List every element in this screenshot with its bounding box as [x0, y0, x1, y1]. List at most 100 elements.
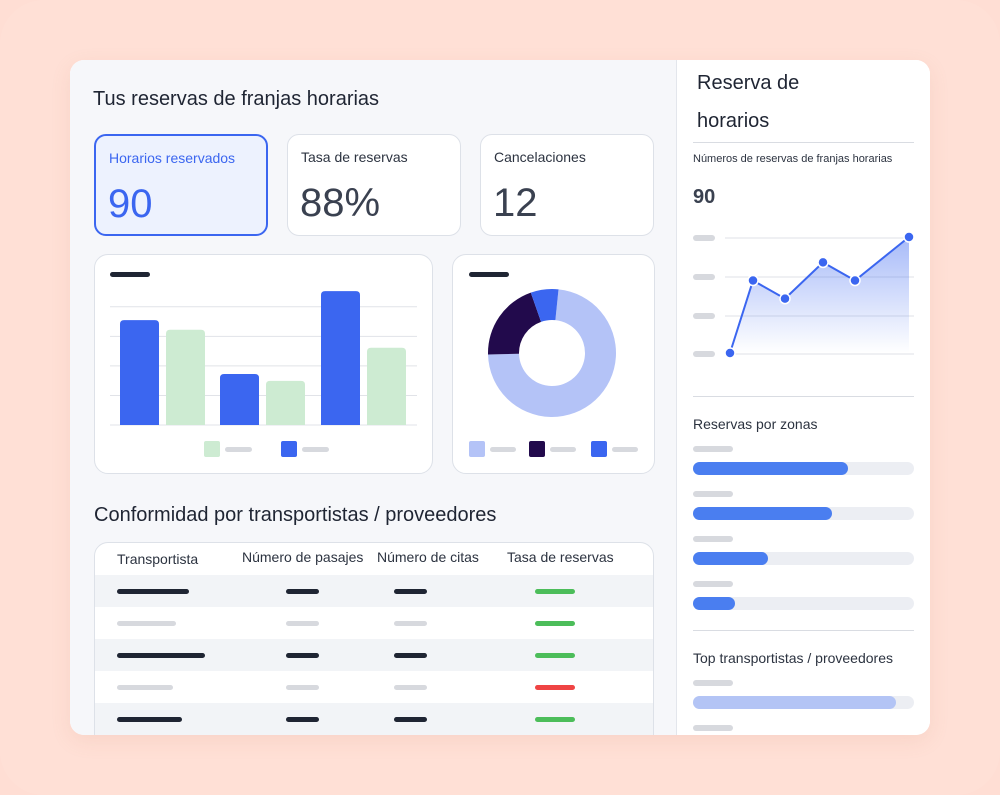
line-chart-label: Números de reservas de franjas horarias — [693, 153, 893, 165]
table-title: Conformidad por transportistas / proveed… — [94, 504, 497, 526]
zone-progress-fill — [693, 552, 769, 565]
axis-tick-placeholder — [693, 351, 715, 357]
kpi-label: Cancelaciones — [494, 149, 586, 165]
bar[interactable] — [166, 329, 205, 425]
line-point[interactable] — [849, 274, 861, 287]
line-series — [729, 236, 910, 354]
zone-progress-track — [693, 462, 914, 475]
table-row[interactable] — [95, 703, 653, 735]
zone-label-placeholder — [693, 491, 733, 497]
top-carrier-progress-track — [693, 696, 914, 709]
col-header-appointments: Número de citas — [377, 549, 479, 565]
kpi-value: 90 — [108, 182, 153, 226]
legend-swatch-green — [204, 441, 220, 457]
bar[interactable] — [120, 320, 159, 425]
col-header-rate: Tasa de reservas — [507, 549, 614, 565]
divider — [693, 142, 914, 143]
side-panel: Reserva de horarios Números de reservas … — [677, 60, 930, 735]
cell-placeholder — [394, 653, 427, 658]
line-point[interactable] — [747, 274, 759, 287]
status-bar — [535, 717, 575, 722]
donut-chart — [469, 289, 638, 457]
side-title-line2: horarios — [697, 110, 770, 132]
zone-label-placeholder — [693, 581, 733, 587]
zone-progress-fill — [693, 462, 848, 475]
legend-swatch-blue — [591, 441, 607, 457]
table-row[interactable] — [95, 639, 653, 671]
main-panel: Tus reservas de franjas horarias Horario… — [70, 60, 677, 735]
zones-title: Reservas por zonas — [693, 416, 818, 432]
cell-placeholder — [117, 653, 205, 658]
cell-placeholder — [117, 621, 176, 626]
table-row[interactable] — [95, 607, 653, 639]
cell-placeholder — [117, 717, 182, 722]
cell-placeholder — [394, 717, 427, 722]
legend-label-placeholder — [612, 447, 638, 452]
divider — [693, 396, 914, 397]
kpi-value: 12 — [493, 181, 538, 225]
line-point[interactable] — [903, 231, 915, 243]
kpi-card-reserved[interactable]: Horarios reservados 90 — [94, 134, 268, 236]
status-bar — [535, 685, 575, 690]
line-point[interactable] — [817, 256, 829, 269]
cell-placeholder — [117, 589, 189, 594]
status-bar — [535, 589, 575, 594]
legend-label-placeholder — [225, 447, 252, 452]
legend-label-placeholder — [302, 447, 329, 452]
cell-placeholder — [286, 717, 319, 722]
top-carrier-label-placeholder — [693, 680, 733, 686]
top-carrier-label-placeholder — [693, 725, 733, 731]
cell-placeholder — [394, 621, 427, 626]
chart-title-placeholder — [469, 272, 509, 277]
carriers-table: Transportista Número de pasajes Número d… — [94, 542, 654, 735]
table-row[interactable] — [95, 671, 653, 703]
axis-tick-placeholder — [693, 313, 715, 319]
side-title-line1: Reserva de — [697, 72, 800, 94]
legend-label-placeholder — [490, 447, 516, 452]
cell-placeholder — [394, 589, 427, 594]
cell-placeholder — [286, 685, 319, 690]
bar[interactable] — [367, 347, 406, 425]
kpi-card-cancellations[interactable]: Cancelaciones 12 — [480, 134, 654, 236]
zone-progress-track — [693, 597, 914, 610]
line-point[interactable] — [724, 347, 736, 359]
top-carriers-title: Top transportistas / proveedores — [693, 650, 893, 666]
divider — [693, 630, 914, 631]
donut-slice[interactable] — [530, 289, 559, 322]
bar[interactable] — [266, 380, 305, 425]
col-header-passes: Número de pasajes — [242, 549, 364, 565]
zone-progress-track — [693, 507, 914, 520]
zone-progress-track — [693, 552, 914, 565]
cell-placeholder — [286, 653, 319, 658]
legend-swatch-light — [469, 441, 485, 457]
dashboard-card: Tus reservas de franjas horarias Horario… — [70, 60, 930, 735]
chart-title-placeholder — [110, 272, 150, 277]
kpi-value: 88% — [300, 181, 381, 225]
table-row[interactable] — [95, 575, 653, 607]
bar-chart — [110, 291, 417, 457]
kpi-label: Horarios reservados — [109, 150, 236, 166]
bar[interactable] — [220, 373, 259, 425]
status-bar — [535, 653, 575, 658]
bar-chart-panel — [94, 254, 433, 474]
donut-slice[interactable] — [488, 289, 616, 417]
kpi-label: Tasa de reservas — [301, 149, 408, 165]
zone-progress-fill — [693, 507, 833, 520]
bar[interactable] — [321, 291, 360, 425]
line-area — [730, 237, 909, 353]
line-chart — [693, 231, 915, 359]
donut-chart-panel — [452, 254, 655, 474]
status-bar — [535, 621, 575, 626]
donut-slice[interactable] — [488, 292, 542, 355]
page-title: Tus reservas de franjas horarias — [93, 88, 380, 110]
legend-swatch-blue — [281, 441, 297, 457]
kpi-card-rate[interactable]: Tasa de reservas 88% — [287, 134, 461, 236]
axis-tick-placeholder — [693, 274, 715, 280]
line-point[interactable] — [779, 292, 791, 305]
col-header-carrier: Transportista — [117, 551, 199, 567]
top-carrier-progress-fill — [693, 696, 897, 709]
cell-placeholder — [286, 621, 319, 626]
legend-swatch-dark — [529, 441, 545, 457]
zone-label-placeholder — [693, 536, 733, 542]
line-chart-value: 90 — [693, 186, 716, 208]
